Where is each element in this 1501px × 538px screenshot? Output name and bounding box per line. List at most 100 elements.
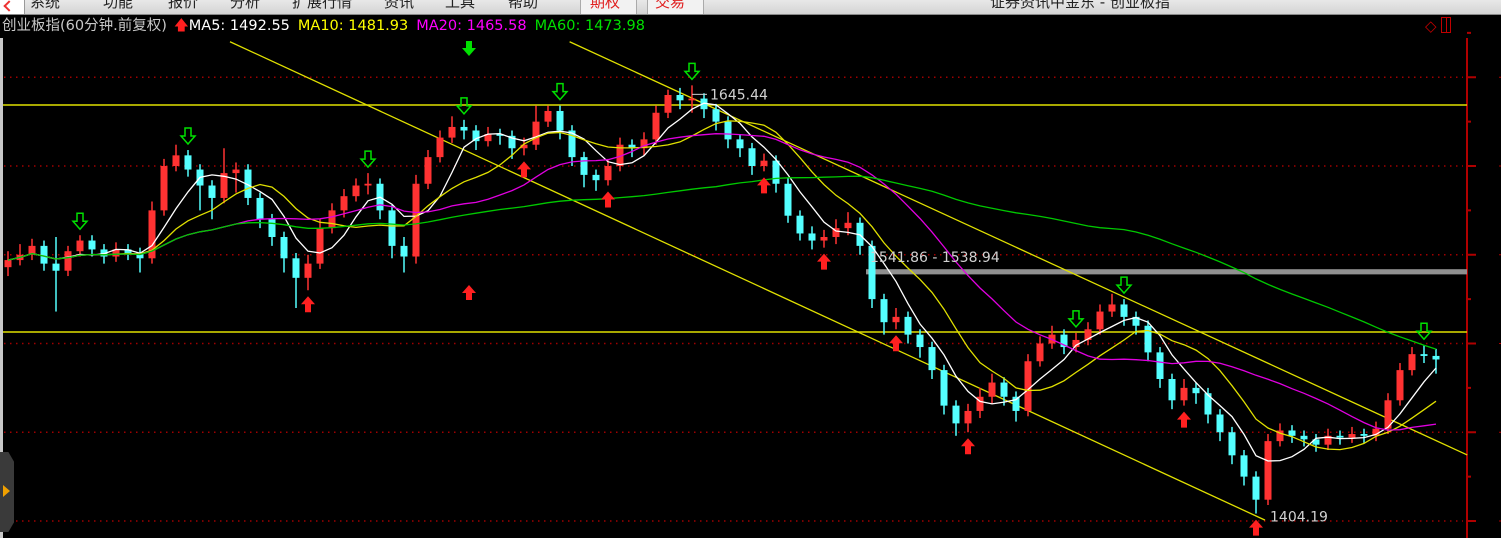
candle-down [244, 169, 252, 198]
menu-bar: 系统 功能 报价 分析 扩展行情 资讯 工具 帮助 期权 交易 证券资讯中金东 … [0, 0, 1501, 15]
candle-up [364, 183, 372, 186]
candle-down [1132, 316, 1140, 326]
signals [71, 62, 1433, 536]
buy-arrow-icon [757, 177, 771, 194]
candle-up [316, 228, 324, 264]
left-border [0, 38, 3, 538]
candle-up [820, 237, 828, 241]
candle-up [1024, 361, 1032, 411]
candle-down [916, 334, 924, 348]
candle-up [1084, 329, 1092, 340]
panel-toggle-icon[interactable] [1440, 17, 1451, 33]
candle-down [952, 405, 960, 424]
side-panel-handle[interactable] [0, 452, 14, 532]
window-title: 证券资讯中金东 - 创业板指 [990, 0, 1170, 11]
candle-up [604, 166, 612, 181]
menu-item-system[interactable]: 系统 [30, 0, 61, 11]
high-label: 1645.44 [710, 87, 768, 103]
header-icons: ◇ [1425, 17, 1451, 35]
trendlines [229, 41, 1468, 521]
candle-down [1420, 354, 1428, 356]
candle-down [40, 245, 48, 264]
candle-down [472, 130, 480, 142]
menu-item-tools[interactable]: 工具 [445, 0, 476, 11]
candle-up [1348, 434, 1356, 438]
candle-up [1408, 354, 1416, 371]
candle-up [64, 251, 72, 271]
sell-arrow-icon [1115, 276, 1133, 295]
candle-up [1384, 400, 1392, 429]
menu-item-options[interactable]: 期权 [590, 0, 621, 11]
candle-down [292, 258, 300, 278]
candle-up [448, 126, 456, 138]
candle-down [580, 157, 588, 175]
candle-up [4, 260, 12, 268]
ma20-line [7, 133, 1437, 431]
sell-arrow-icon [551, 82, 569, 101]
candle-down [712, 109, 720, 122]
candle-down [184, 155, 192, 170]
ma10-line [7, 120, 1437, 451]
candle-down [808, 233, 816, 241]
candle-down [1252, 476, 1260, 500]
legend-buy-arrow-icon [462, 285, 476, 300]
menu-item-info[interactable]: 资讯 [384, 0, 415, 11]
candle-down [1336, 435, 1344, 438]
candle-down [556, 110, 564, 131]
menu-item-help[interactable]: 帮助 [508, 0, 539, 11]
low-label: 1404.19 [1270, 510, 1328, 526]
candle-up [844, 222, 852, 229]
candle-down [1432, 355, 1440, 360]
candle-down [724, 121, 732, 140]
candle-up [76, 240, 84, 252]
menu-item-analysis[interactable]: 分析 [230, 0, 261, 11]
candle-up [544, 110, 552, 122]
candle-down [1168, 379, 1176, 401]
candle-down [880, 299, 888, 323]
candle-up [412, 183, 420, 257]
candle-down [904, 316, 912, 335]
candle-up [892, 316, 900, 323]
candle-up [1396, 370, 1404, 401]
candle-up [976, 396, 984, 411]
candle-down [124, 249, 132, 253]
sell-arrow-icon [359, 150, 377, 169]
candle-down [772, 160, 780, 184]
candle-down [1060, 334, 1068, 348]
candle-down [1228, 432, 1236, 456]
candle-down [52, 263, 60, 271]
candle-up [532, 121, 540, 145]
candle-up [28, 245, 36, 255]
menu-item-quote[interactable]: 报价 [168, 0, 199, 11]
candle-up [832, 228, 840, 237]
ma5-line [7, 102, 1437, 462]
candle-up [484, 134, 492, 142]
menu-item-function[interactable]: 功能 [103, 0, 134, 11]
buy-arrow-icon [817, 253, 831, 270]
candle-up [1264, 441, 1272, 500]
candle-up [1072, 339, 1080, 348]
candle-up [436, 137, 444, 158]
candle-down [592, 174, 600, 181]
candle-down [1000, 382, 1008, 397]
menu-item-trade[interactable]: 交易 [655, 0, 686, 11]
candle-down [628, 144, 636, 149]
diamond-icon[interactable]: ◇ [1425, 17, 1437, 35]
buy-arrow-icon [301, 296, 315, 313]
candle-up [352, 185, 360, 197]
sell-arrow-icon [455, 97, 473, 115]
candle-up [688, 98, 696, 101]
app-logo-icon[interactable] [0, 0, 25, 14]
legend-sell-arrow-icon [462, 41, 476, 56]
candle-up [988, 382, 996, 397]
candle-down [568, 130, 576, 158]
candle-up [652, 112, 660, 140]
instrument-title: 创业板指(60分钟.前复权) [2, 18, 167, 34]
candle-up [760, 160, 768, 166]
candle-down [1288, 430, 1296, 436]
candle-up [328, 210, 336, 229]
trendline [229, 41, 1266, 521]
ma10-value: MA10: 1481.93 [297, 18, 409, 34]
menu-item-extended-market[interactable]: 扩展行情 [292, 0, 353, 11]
